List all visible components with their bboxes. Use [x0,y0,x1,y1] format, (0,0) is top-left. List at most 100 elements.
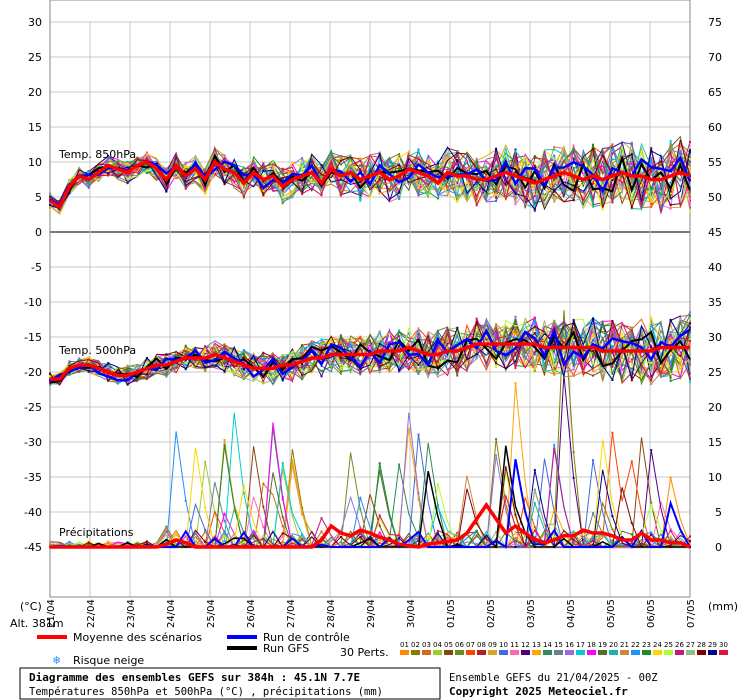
pert-point-26-0-8 [126,174,129,177]
pert-point-18-0-60 [630,163,633,166]
pert-point-18-0-30 [339,186,342,189]
pert-point-23-1-58 [611,372,614,375]
pert-point-27-0-46 [495,163,498,166]
pert-point-01-2-16 [204,539,207,542]
pert-point-16-2-36 [398,539,401,542]
pert-point-11-2-22 [262,525,265,528]
pert-point-13-0-22 [262,194,265,197]
pert-point-19-1-58 [611,358,614,361]
pert-point-14-1-12 [165,373,168,376]
pert-point-22-0-60 [630,199,633,202]
pert-point-22-2-52 [553,443,556,446]
pert-point-21-0-18 [223,174,226,177]
right-unit: (mm) [708,600,738,613]
pert-point-26-1-4 [87,370,90,373]
pert-point-25-0-64 [669,192,672,195]
pert-point-25-1-26 [301,369,304,372]
pert-point-28-2-44 [475,522,478,525]
pert-point-19-1-26 [301,364,304,367]
control-line-500 [49,326,691,383]
pert-point-23-1-30 [339,334,342,337]
pert-point-28-2-16 [204,540,207,543]
pert-point-25-0-60 [630,197,633,200]
pert-point-02-0-48 [514,197,517,200]
pert-point-20-1-32 [359,360,362,363]
pert-legend-number: 06 [455,641,464,649]
pert-point-28-1-58 [611,320,614,323]
pert-point-07-2-42 [456,531,459,534]
pert-point-05-2-22 [262,505,265,508]
pert-point-26-1-42 [456,363,459,366]
left-tick-label: -35 [24,471,42,484]
pert-point-05-1-62 [650,379,653,382]
pert-point-24-1-30 [339,368,342,371]
pert-point-12-0-50 [533,165,536,168]
pert-point-30-0-64 [669,151,672,154]
pert-point-21-1-52 [553,320,556,323]
pert-point-05-1-18 [223,371,226,374]
pert-line-24-0 [49,150,691,216]
pert-point-27-2-0 [49,540,51,543]
pert-point-13-2-64 [669,535,672,538]
pert-point-13-1-66 [689,342,691,345]
pert-point-24-1-16 [204,348,207,351]
pert-point-22-1-54 [572,360,575,363]
pert-point-17-1-62 [650,322,653,325]
pert-point-05-2-40 [436,539,439,542]
pert-point-17-2-26 [301,533,304,536]
pert-point-03-0-62 [650,205,653,208]
pert-point-29-1-52 [553,340,556,343]
pert-point-28-0-42 [456,152,459,155]
pert-point-04-1-50 [533,333,536,336]
pert-legend-number: 28 [697,641,706,649]
pert-legend-swatch [686,650,695,655]
pert-point-17-0-38 [417,150,420,153]
pert-point-17-0-32 [359,199,362,202]
pert-point-16-1-60 [630,346,633,349]
pert-point-30-1-36 [398,358,401,361]
pert-point-26-2-52 [553,447,556,450]
pert-point-26-0-20 [242,190,245,193]
pert-point-28-1-36 [398,345,401,348]
pert-legend-number: 29 [708,641,717,649]
pert-point-16-0-52 [553,169,556,172]
pert-point-16-1-56 [592,331,595,334]
pert-point-25-0-8 [126,177,129,180]
pert-point-17-1-44 [475,355,478,358]
pert-point-30-1-0 [49,382,51,385]
pert-point-22-1-30 [339,362,342,365]
pert-point-29-2-42 [456,542,459,545]
pert-legend-number: 05 [444,641,453,649]
pert-legend-swatch [433,650,442,655]
pert-point-17-1-66 [689,380,691,383]
pert-point-27-0-60 [630,151,633,154]
pert-point-12-1-46 [495,344,498,347]
pert-point-07-0-36 [398,166,401,169]
pert-point-15-1-62 [650,365,653,368]
pert-point-07-1-34 [378,357,381,360]
pert-point-19-0-30 [339,163,342,166]
pert-point-29-1-8 [126,383,129,386]
label-temp850: Temp. 850hPa [58,148,136,161]
pert-point-17-1-42 [456,333,459,336]
pert-point-19-1-24 [281,361,284,364]
pert-point-12-1-50 [533,332,536,335]
pert-point-15-0-46 [495,155,498,158]
pert-point-26-1-62 [650,378,653,381]
date-tick-label: 23/04 [126,599,137,628]
pert-point-19-0-46 [495,189,498,192]
pert-point-26-0-64 [669,160,672,163]
pert-point-27-1-66 [689,353,691,356]
pert-point-30-0-22 [262,165,265,168]
pert-point-04-0-60 [630,149,633,152]
right-tick-label: 5 [715,506,722,519]
pert-point-30-2-50 [533,529,536,532]
pert-point-13-1-46 [495,328,498,331]
right-tick-label: 60 [708,121,722,134]
pert-point-30-1-14 [184,354,187,357]
pert-point-29-0-6 [107,172,110,175]
left-tick-label: 0 [35,226,42,239]
pert-point-26-1-64 [669,334,672,337]
pert-point-13-1-48 [514,332,517,335]
pert-point-29-1-10 [145,357,148,360]
